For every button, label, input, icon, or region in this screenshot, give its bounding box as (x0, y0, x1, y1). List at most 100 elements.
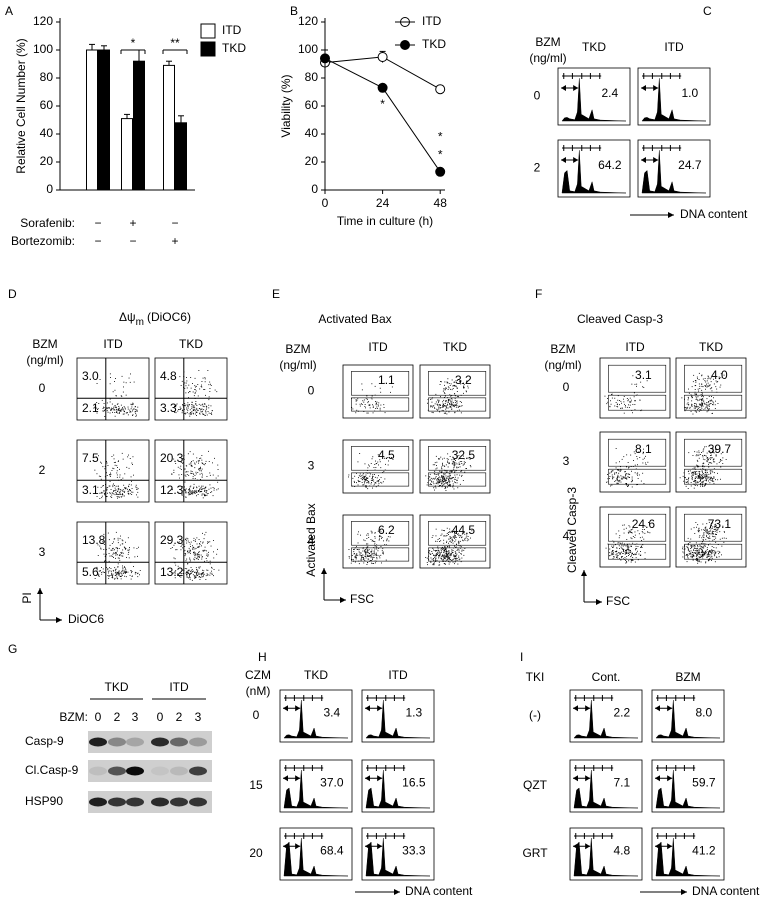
event-dot (435, 528, 437, 530)
percent-value: 8.0 (695, 706, 712, 720)
event-dot (131, 480, 132, 482)
event-dot (98, 570, 100, 572)
event-dot (445, 475, 447, 477)
event-dot (632, 375, 634, 377)
event-dot (698, 476, 700, 478)
event-dot (713, 539, 715, 540)
event-dot (363, 562, 365, 564)
event-dot (354, 547, 356, 549)
event-dot (702, 402, 703, 404)
event-dot (124, 547, 126, 549)
event-dot (203, 570, 205, 572)
event-dot (692, 381, 694, 383)
event-dot (213, 489, 215, 491)
event-dot (451, 538, 453, 540)
event-dot (633, 554, 635, 555)
event-dot (707, 410, 709, 412)
event-dot (448, 558, 450, 560)
event-dot (376, 546, 378, 548)
event-dot (200, 573, 202, 575)
event-dot (695, 380, 697, 382)
event-dot (351, 397, 353, 399)
event-dot (195, 557, 197, 559)
event-dot (706, 385, 708, 387)
event-dot (188, 551, 190, 553)
event-dot (693, 487, 695, 489)
event-dot (452, 461, 454, 463)
event-dot (213, 487, 215, 489)
event-dot (456, 479, 458, 481)
event-dot (198, 485, 200, 487)
event-dot (434, 407, 436, 409)
event-dot (171, 488, 173, 490)
event-dot (687, 556, 688, 558)
event-dot (375, 482, 377, 484)
event-dot (184, 546, 186, 547)
event-dot (455, 460, 456, 461)
event-dot (691, 404, 693, 406)
event-dot (94, 404, 96, 406)
event-dot (198, 576, 200, 578)
arrow-head (283, 843, 301, 850)
event-dot (619, 400, 620, 401)
event-dot (128, 454, 129, 456)
event-dot (442, 554, 444, 556)
y-tick-label: 20 (40, 154, 54, 168)
event-dot (703, 533, 705, 535)
y-tick-label: 20 (305, 154, 319, 168)
event-dot (458, 535, 460, 537)
event-dot (125, 571, 126, 573)
event-dot (624, 559, 626, 560)
event-dot (120, 572, 122, 574)
event-dot (97, 409, 98, 410)
event-dot (364, 476, 366, 477)
event-dot (103, 549, 105, 550)
treatment-sign: + (129, 216, 136, 230)
event-dot (125, 567, 126, 569)
event-dot (700, 561, 702, 563)
event-dot (455, 546, 457, 548)
event-dot (714, 472, 715, 474)
event-dot (461, 383, 463, 384)
event-dot (191, 404, 193, 405)
event-dot (195, 572, 197, 574)
event-dot (709, 482, 711, 484)
event-dot (192, 478, 194, 479)
event-dot (618, 545, 620, 547)
event-dot (361, 475, 363, 477)
event-dot (702, 458, 704, 460)
event-dot (447, 453, 449, 455)
event-dot (189, 543, 191, 545)
blot-band (108, 797, 126, 807)
event-dot (613, 476, 615, 478)
event-dot (699, 388, 701, 389)
event-dot (376, 401, 378, 403)
event-dot (118, 557, 120, 559)
event-dot (708, 531, 709, 533)
event-dot (204, 487, 206, 489)
event-dot (201, 386, 203, 388)
event-dot (361, 479, 363, 481)
event-dot (444, 550, 445, 552)
event-dot (700, 552, 702, 553)
event-dot (695, 558, 697, 560)
event-dot (696, 376, 698, 378)
legend-label: TKD (222, 41, 246, 55)
event-dot (691, 557, 693, 559)
event-dot (109, 373, 111, 375)
event-dot (128, 483, 130, 485)
event-dot (121, 571, 123, 573)
event-dot (435, 550, 437, 552)
event-dot (188, 392, 189, 394)
event-dot (711, 476, 712, 478)
event-dot (703, 477, 704, 479)
event-dot (438, 538, 440, 539)
event-dot (111, 403, 113, 405)
event-dot (379, 538, 380, 540)
event-dot (130, 484, 132, 486)
event-dot (120, 404, 122, 406)
event-dot (116, 576, 118, 578)
event-dot (458, 379, 460, 380)
event-dot (375, 554, 377, 555)
event-dot (101, 497, 103, 499)
